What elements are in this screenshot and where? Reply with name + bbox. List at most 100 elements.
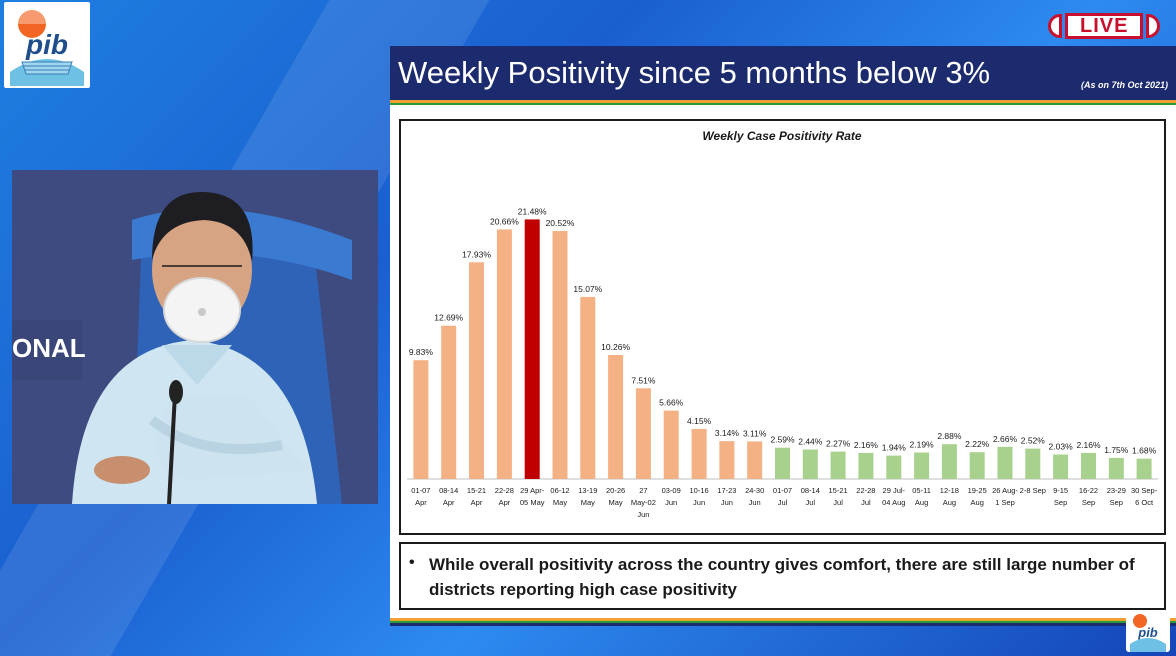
x-tick-label: 17-23 Jun — [717, 486, 736, 507]
slide-title: Weekly Positivity since 5 months below 3… — [398, 55, 991, 90]
x-tick-label: 16-22 Sep — [1079, 486, 1098, 507]
x-tick-label: 01-07 Jul — [773, 486, 792, 507]
chart-bar — [747, 441, 763, 479]
chart-bar — [413, 360, 429, 479]
x-tick-label: 9-15 Sep — [1053, 486, 1068, 507]
chart-bar — [552, 231, 568, 479]
chart-bar — [775, 447, 790, 479]
note-text: While overall positivity across the coun… — [429, 555, 1135, 599]
chart-bar — [1053, 454, 1069, 479]
x-tick-label: 20-26 May — [606, 486, 625, 507]
footer-stripe-navy — [390, 623, 1176, 626]
x-tick-label: 05-11 Aug — [912, 486, 931, 507]
bar-data-label: 1.68% — [1132, 446, 1157, 456]
bar-data-label: 3.11% — [743, 428, 767, 438]
pib-corner-logo-icon: pib — [1130, 614, 1166, 652]
chart-bar — [997, 446, 1013, 479]
bar-data-label: 5.66% — [659, 398, 684, 408]
chart-bar — [719, 441, 735, 479]
bar-data-label: 12.69% — [434, 313, 463, 323]
x-tick-label: 03-09 Jun — [662, 486, 681, 507]
positivity-chart: Weekly Case Positivity Rate 9.83% 12.69% 1… — [407, 129, 1158, 519]
corner-logo-text: pib — [1137, 625, 1158, 640]
bar-data-label: 4.15% — [687, 416, 712, 426]
bar-data-label: 21.48% — [518, 206, 547, 216]
chart-bar — [1108, 457, 1124, 479]
chart-bar — [886, 455, 902, 479]
note-bullet: • — [409, 554, 415, 571]
chart-bar — [635, 388, 651, 479]
x-tick-label: 2-8 Sep — [1020, 486, 1046, 495]
chart-bar — [469, 262, 484, 479]
footer-stripe-green — [390, 621, 1176, 623]
x-tick-label: 15-21 Apr — [467, 486, 486, 507]
bar-data-label: 2.44% — [798, 437, 823, 447]
x-tick-label: 12-18 Aug — [940, 486, 959, 507]
x-tick-label: 29 Apr-05 May — [520, 486, 545, 507]
bar-data-label: 17.93% — [462, 249, 491, 259]
speaker-video-image: ONAL — [12, 170, 378, 504]
chart-bar — [580, 296, 596, 479]
bar-data-label: 2.16% — [1076, 440, 1101, 450]
chart-bar — [524, 219, 540, 479]
chart-bar — [441, 325, 457, 479]
bar-data-label: 3.14% — [715, 428, 740, 438]
bar-data-label: 2.52% — [1021, 436, 1046, 446]
chart-bar — [1081, 452, 1096, 479]
live-left-cap — [1048, 14, 1062, 38]
chart-bar — [1136, 458, 1152, 479]
bar-data-label: 2.03% — [1049, 442, 1074, 452]
bar-data-label: 2.66% — [993, 434, 1018, 444]
chart-bar — [1025, 448, 1041, 480]
bar-data-label: 1.75% — [1104, 445, 1129, 455]
x-tick-label: 06-12 May — [550, 486, 569, 507]
speaker-video: ONAL — [12, 170, 378, 504]
as-on-date: (As on 7th Oct 2021) — [1080, 80, 1168, 90]
logo-text: pib — [25, 29, 68, 60]
x-tick-label: 27 May-02 Jun — [631, 486, 656, 519]
chart-bar — [941, 444, 957, 479]
bar-data-label: 2.27% — [826, 439, 851, 449]
x-tick-label: 29 Jul-04 Aug — [882, 486, 905, 507]
bar-data-label: 2.88% — [937, 431, 962, 441]
chart-bar — [608, 355, 624, 479]
x-tick-label: 30 Sep-6 Oct — [1131, 486, 1158, 507]
bar-data-label: 2.59% — [770, 435, 795, 445]
pib-logo: pib — [4, 2, 90, 88]
live-right-cap — [1146, 14, 1161, 38]
x-tick-label: 26 Aug-1 Sep — [992, 486, 1018, 507]
header-stripe-saffron — [390, 100, 1176, 103]
x-tick-label: 01-07 Apr — [411, 486, 430, 507]
bar-data-label: 7.51% — [631, 375, 656, 385]
header-stripe-green — [390, 103, 1176, 105]
chart-bar — [496, 229, 512, 479]
x-tick-label: 19-25 Aug — [968, 486, 987, 507]
chart-frame: Weekly Case Positivity Rate 9.83% 12.69% 1… — [399, 119, 1166, 535]
bar-data-label: 20.52% — [546, 218, 575, 228]
chart-bar — [914, 452, 930, 479]
bar-data-label: 10.26% — [601, 342, 630, 352]
live-label: LIVE — [1065, 13, 1144, 39]
x-tick-label: 08-14 Apr — [439, 486, 458, 507]
bar-data-label: 2.16% — [854, 440, 879, 450]
x-tick-label: 22-28 Jul — [856, 486, 875, 507]
x-tick-label: 13-19 May — [578, 486, 597, 507]
bar-data-label: 9.83% — [409, 347, 434, 357]
x-tick-label: 15-21 Jul — [829, 486, 848, 507]
presentation-slide: Weekly Positivity since 5 months below 3… — [390, 46, 1176, 626]
x-tick-label: 22-28 Apr — [495, 486, 514, 507]
chart-bar — [858, 452, 874, 479]
bar-data-label: 2.22% — [965, 439, 990, 449]
chart-bar — [830, 451, 846, 479]
live-badge: LIVE — [1048, 10, 1168, 42]
chart-bar — [802, 449, 818, 479]
pib-corner-logo: pib — [1126, 610, 1170, 652]
x-tick-label: 23-29 Sep — [1107, 486, 1126, 507]
chart-bar — [969, 452, 985, 479]
x-tick-label: 08-14 Jul — [801, 486, 820, 507]
slide-header: Weekly Positivity since 5 months below 3… — [390, 46, 1176, 100]
bar-data-label: 15.07% — [573, 284, 602, 294]
pib-logo-icon: pib — [10, 10, 84, 86]
bar-data-label: 1.94% — [882, 443, 907, 453]
footer-stripe-saffron — [390, 618, 1176, 621]
